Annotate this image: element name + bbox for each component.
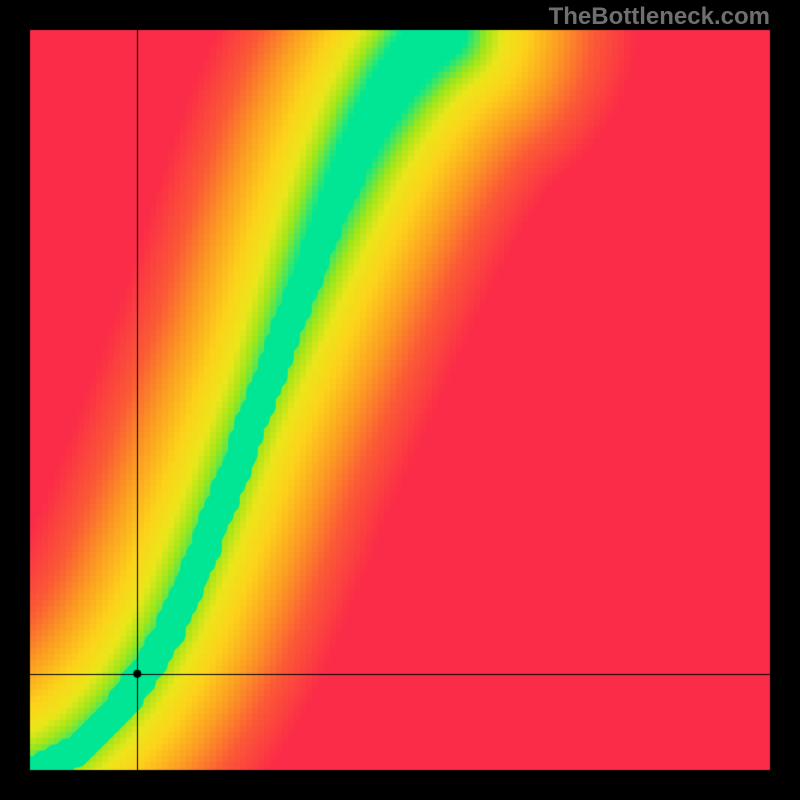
bottleneck-heatmap (0, 0, 800, 800)
